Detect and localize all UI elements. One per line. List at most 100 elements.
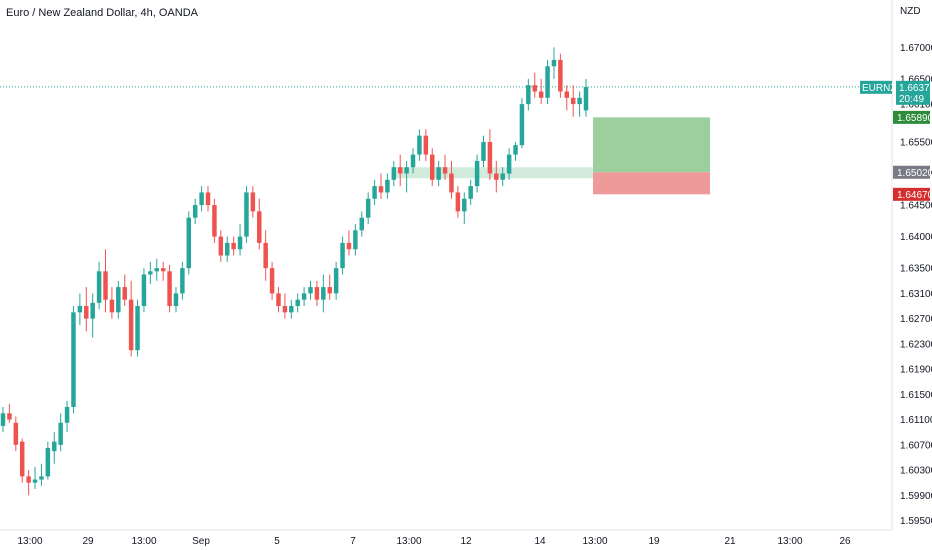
- candle: [404, 160, 409, 193]
- price-axis[interactable]: 1.67000 1.66500 1.66100 1.65500 1.65020 1.645…: [900, 43, 932, 527]
- candle: [0, 406, 6, 433]
- candle-body: [154, 268, 160, 272]
- candle-body: [385, 179, 390, 193]
- candle-body: [321, 287, 326, 300]
- candle-body: [26, 476, 31, 483]
- candle-body: [186, 217, 192, 269]
- candle-body: [250, 192, 256, 212]
- candle-body: [160, 268, 166, 272]
- candle-body: [314, 287, 320, 300]
- candle: [148, 261, 153, 284]
- candle: [224, 236, 230, 262]
- candle-body: [0, 413, 6, 426]
- candle: [45, 441, 51, 480]
- price-tick-label: 1.60300: [900, 466, 932, 477]
- entry-band: [392, 167, 593, 179]
- time-tick-label: Sep: [192, 536, 210, 547]
- candle: [192, 198, 198, 224]
- candle-body: [77, 306, 83, 313]
- candle-body: [13, 422, 19, 445]
- candle: [205, 186, 211, 212]
- candle-body: [244, 192, 249, 237]
- candle: [519, 97, 525, 149]
- candle-body: [96, 271, 102, 303]
- candle: [244, 186, 249, 243]
- candle-body: [276, 293, 281, 307]
- candle-body: [417, 135, 422, 155]
- candle: [116, 280, 121, 319]
- candle: [7, 403, 12, 423]
- candle-body: [301, 293, 307, 300]
- candle: [455, 186, 461, 218]
- candle: [263, 230, 268, 281]
- candle: [109, 287, 115, 319]
- price-tick-label: 1.66500: [900, 74, 932, 85]
- countdown-label: 20:49: [899, 94, 924, 105]
- chart-title: Euro / New Zealand Dollar, 4h, OANDA: [6, 7, 199, 19]
- candle-body: [564, 91, 570, 98]
- candle-body: [327, 287, 332, 294]
- price-tick-label: 1.62300: [900, 339, 932, 350]
- time-tick-label: 26: [839, 536, 851, 547]
- candle-body: [224, 242, 230, 256]
- candle-body: [378, 186, 384, 193]
- candle-body: [404, 167, 409, 174]
- price-tick-label: 1.67000: [900, 43, 932, 54]
- candle: [84, 287, 89, 332]
- loss-zone[interactable]: [593, 172, 710, 195]
- candle-body: [192, 205, 198, 218]
- candle: [26, 470, 31, 496]
- candle-body: [333, 268, 339, 294]
- candle-body: [308, 287, 313, 294]
- candle: [212, 198, 217, 243]
- candle-body: [64, 406, 70, 423]
- candle: [32, 466, 38, 489]
- candle-body: [359, 217, 365, 231]
- target-price-tag-label: 1.65890: [897, 113, 932, 124]
- candle-body: [39, 476, 44, 480]
- candle-body: [391, 167, 397, 180]
- time-tick-label: 13:00: [777, 536, 802, 547]
- candle-body: [500, 173, 505, 180]
- candle: [269, 261, 275, 300]
- candle-body: [423, 135, 429, 155]
- profit-zone[interactable]: [593, 117, 710, 173]
- price-tick-label: 1.63100: [900, 289, 932, 300]
- candle: [39, 463, 44, 486]
- candle-body: [289, 306, 294, 313]
- candle: [417, 129, 422, 161]
- candle: [128, 280, 134, 357]
- candle-body: [32, 479, 38, 483]
- candle-body: [237, 236, 243, 250]
- price-tick-label: 1.66100: [900, 100, 932, 111]
- candle: [506, 148, 512, 180]
- candle: [583, 78, 589, 117]
- price-tick-label: 1.64500: [900, 201, 932, 212]
- time-tick-label: 7: [350, 536, 356, 547]
- candle-body: [52, 441, 57, 452]
- candle-body: [180, 268, 185, 294]
- price-tick-label: 1.61500: [900, 390, 932, 401]
- candle-body: [7, 413, 12, 420]
- candle-body: [58, 422, 63, 445]
- candle: [577, 91, 582, 117]
- candle-body: [263, 242, 268, 269]
- time-tick-label: 14: [534, 536, 546, 547]
- candle: [391, 160, 397, 187]
- candle: [333, 261, 339, 300]
- candle: [340, 236, 345, 275]
- candle-body: [218, 236, 224, 256]
- last-price-tag: [896, 80, 930, 105]
- time-tick-label: 13:00: [17, 536, 42, 547]
- candle: [58, 413, 63, 452]
- candle: [410, 148, 416, 174]
- candle-body: [109, 299, 115, 313]
- candle: [77, 293, 83, 325]
- time-axis[interactable]: 13:00 29 13:00 Sep 5 7 13:00 12 14 13:00 19 21 13:00…: [17, 536, 851, 547]
- candle-body: [199, 192, 204, 206]
- candle: [481, 135, 486, 168]
- candle: [250, 186, 256, 218]
- candle-body: [487, 141, 493, 174]
- candle: [180, 261, 185, 300]
